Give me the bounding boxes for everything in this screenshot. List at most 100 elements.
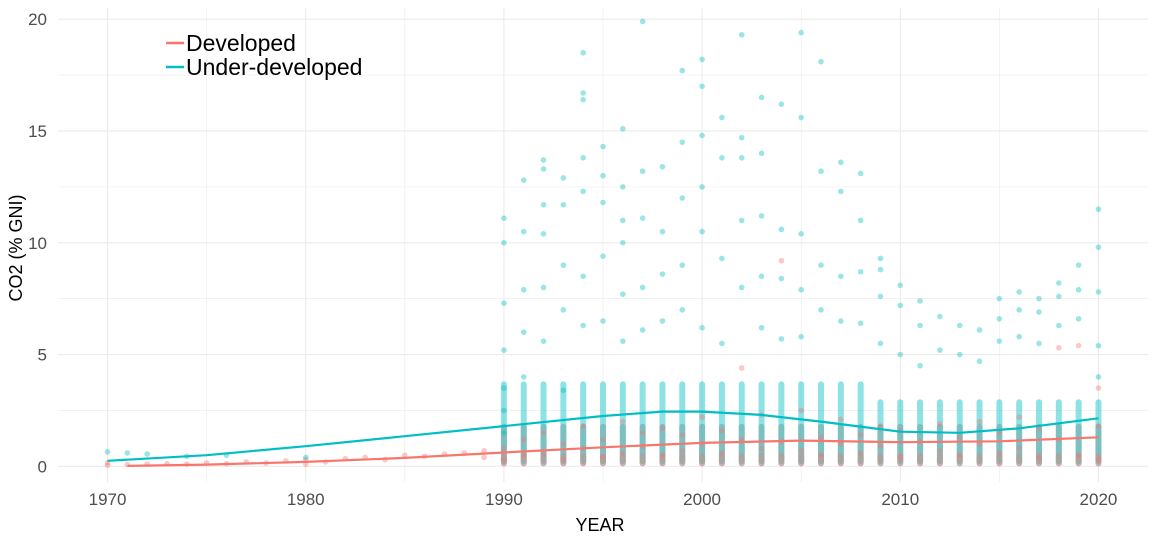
point-developed: [560, 456, 567, 463]
point-under-developed: [620, 125, 626, 132]
point-under-developed: [897, 302, 904, 309]
point-developed: [1016, 445, 1022, 452]
point-developed: [719, 427, 725, 434]
dense-band-overlap: [500, 423, 507, 467]
point-developed: [818, 452, 824, 458]
dense-band-developed: [758, 452, 765, 467]
point-under-developed: [639, 168, 646, 175]
point-under-developed: [719, 340, 725, 347]
point-under-developed: [679, 307, 686, 313]
point-developed: [659, 425, 666, 432]
point-under-developed: [758, 94, 765, 101]
point-under-developed: [838, 188, 844, 195]
point-under-developed: [520, 329, 527, 335]
point-developed: [699, 414, 705, 420]
point-under-developed: [877, 266, 884, 273]
point-developed: [818, 434, 824, 441]
point-under-developed: [639, 215, 646, 221]
dense-band-developed: [580, 452, 587, 467]
dense-band-overlap: [580, 423, 587, 467]
point-under-developed: [639, 327, 646, 333]
point-under-developed: [620, 217, 626, 224]
point-developed: [1095, 456, 1102, 463]
x-tick-label: 1970: [89, 490, 127, 509]
point-under-developed: [699, 56, 705, 63]
point-under-developed: [600, 172, 606, 179]
point-under-developed: [838, 318, 844, 324]
dense-band-developed: [1016, 452, 1023, 467]
point-developed: [600, 454, 606, 461]
point-under-developed: [1036, 295, 1042, 302]
dense-band-overlap: [976, 423, 983, 467]
point-under-developed: [659, 163, 666, 170]
point-under-developed: [758, 150, 765, 157]
point-developed: [1095, 385, 1102, 391]
point-under-developed: [1075, 262, 1082, 268]
point-under-developed: [778, 101, 785, 107]
y-tick-label: 20: [28, 10, 47, 29]
point-under-developed: [758, 324, 765, 331]
dense-band-overlap: [936, 423, 943, 467]
dense-band-overlap: [1016, 423, 1023, 467]
point-under-developed: [996, 295, 1003, 302]
point-under-developed: [1095, 374, 1102, 380]
point-under-developed: [501, 239, 507, 246]
point-under-developed: [1016, 333, 1022, 340]
dense-band-developed: [679, 452, 686, 467]
point-developed: [1075, 452, 1082, 458]
point-under-developed: [501, 430, 507, 436]
point-under-developed: [798, 114, 804, 121]
dense-band-overlap: [798, 423, 805, 467]
dense-band-developed: [500, 452, 507, 467]
point-under-developed: [1095, 206, 1102, 213]
point-developed: [857, 432, 864, 438]
dense-band-developed: [699, 452, 706, 467]
point-under-developed: [1095, 289, 1102, 295]
point-under-developed: [580, 96, 586, 103]
point-under-developed: [540, 166, 547, 172]
dense-band-overlap: [619, 423, 626, 467]
point-under-developed: [818, 307, 824, 313]
point-under-developed: [580, 273, 586, 280]
point-developed: [877, 443, 884, 450]
point-developed: [481, 454, 487, 461]
point-under-developed: [620, 338, 626, 344]
point-developed: [758, 445, 765, 452]
point-under-developed: [540, 157, 547, 163]
point-under-developed: [620, 239, 626, 246]
x-tick-label: 2020: [1080, 490, 1118, 509]
point-under-developed: [600, 199, 606, 206]
point-developed: [104, 462, 111, 469]
point-developed: [798, 447, 804, 454]
dense-band-developed: [936, 452, 943, 467]
point-developed: [738, 365, 745, 371]
dense-band-developed: [1055, 452, 1062, 467]
point-under-developed: [818, 168, 824, 175]
point-developed: [956, 434, 963, 441]
dense-band-developed: [996, 452, 1003, 467]
point-under-developed: [738, 32, 745, 38]
point-developed: [956, 452, 963, 458]
point-under-developed: [501, 407, 507, 414]
dense-band-overlap: [520, 423, 527, 467]
point-under-developed: [501, 385, 507, 391]
point-under-developed: [1056, 280, 1062, 286]
dense-band-developed: [818, 452, 824, 467]
point-developed: [540, 430, 547, 436]
point-developed: [1075, 342, 1082, 349]
point-developed: [520, 452, 527, 458]
point-under-developed: [124, 450, 131, 456]
point-under-developed: [600, 143, 606, 150]
point-under-developed: [857, 320, 864, 327]
dense-band-developed: [520, 452, 527, 467]
point-under-developed: [540, 201, 547, 208]
point-under-developed: [857, 269, 864, 275]
dense-band-overlap: [540, 423, 547, 467]
dense-band-overlap: [600, 423, 606, 467]
dense-band-developed: [639, 452, 646, 467]
point-under-developed: [798, 286, 804, 293]
dense-band-overlap: [818, 423, 824, 467]
point-developed: [580, 423, 586, 429]
